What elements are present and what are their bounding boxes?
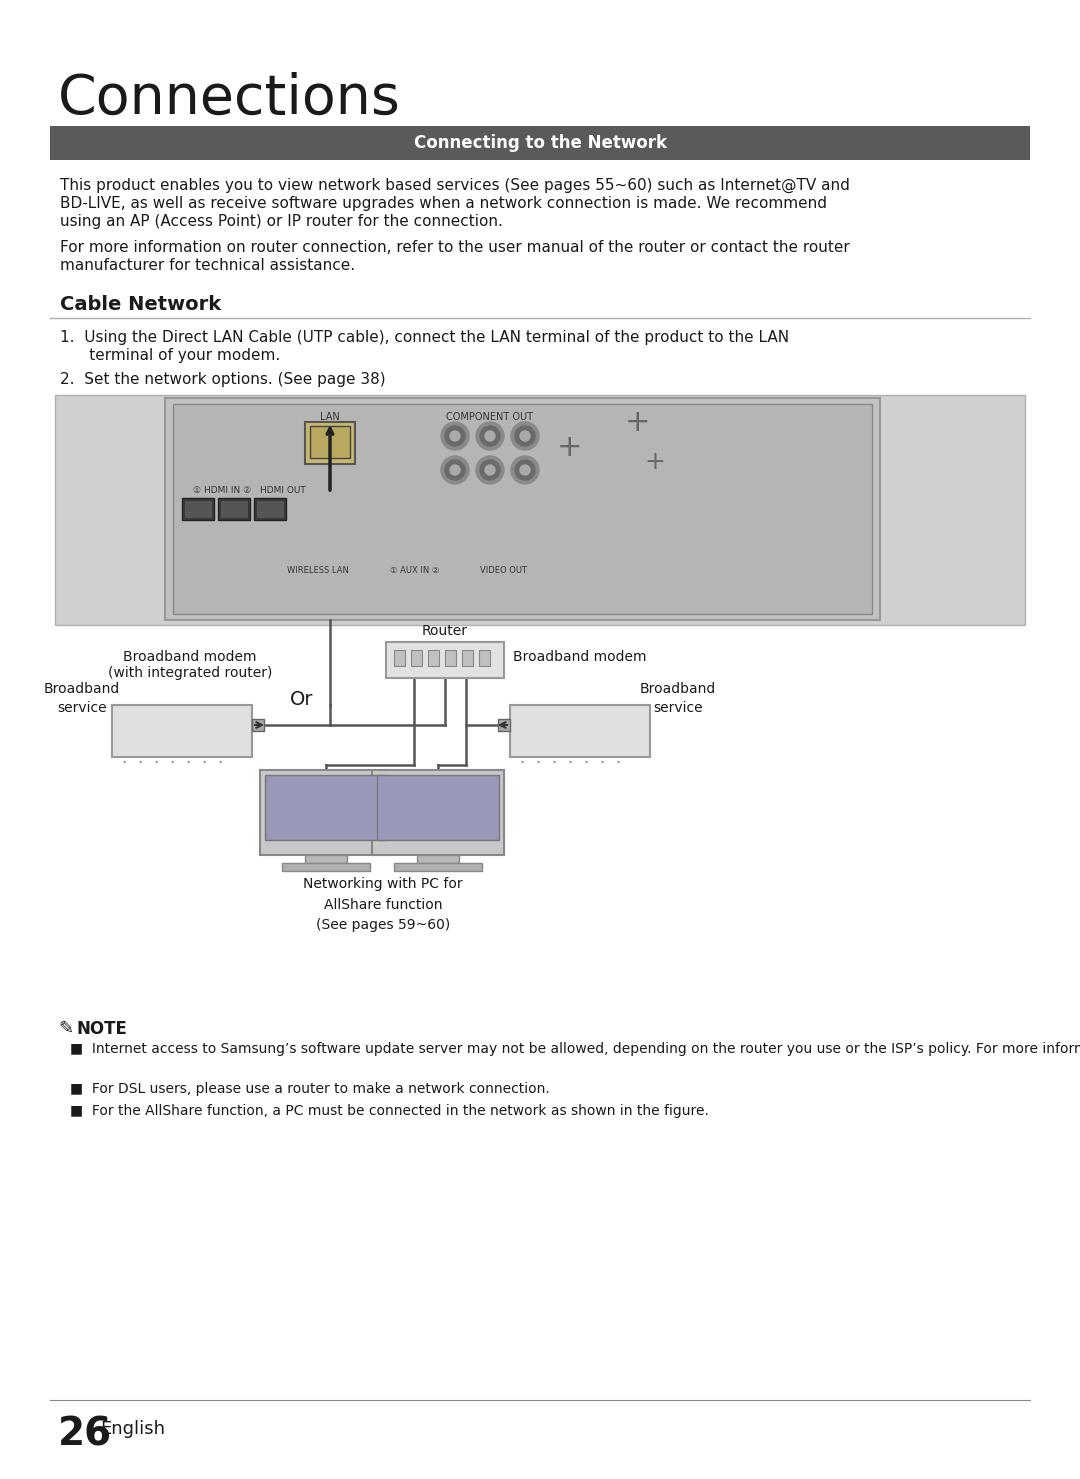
Bar bbox=[305, 855, 347, 864]
Text: .: . bbox=[217, 748, 222, 768]
Bar bbox=[372, 771, 504, 855]
Text: 1.  Using the Direct LAN Cable (UTP cable), connect the LAN terminal of the prod: 1. Using the Direct LAN Cable (UTP cable… bbox=[60, 330, 789, 345]
Bar bbox=[254, 498, 286, 521]
Bar bbox=[55, 395, 1025, 626]
Text: .: . bbox=[583, 748, 589, 768]
Text: .: . bbox=[599, 748, 605, 768]
Text: Broadband
service: Broadband service bbox=[639, 682, 716, 716]
Text: ■  Internet access to Samsung’s software update server may not be allowed, depen: ■ Internet access to Samsung’s software … bbox=[70, 1043, 1080, 1056]
Bar bbox=[220, 500, 248, 518]
Bar bbox=[252, 719, 264, 731]
Circle shape bbox=[519, 430, 530, 441]
Bar bbox=[480, 649, 490, 666]
Text: This product enables you to view network based services (See pages 55~60) such a: This product enables you to view network… bbox=[60, 177, 850, 194]
Text: Or: Or bbox=[291, 691, 314, 708]
Text: Connecting to the Network: Connecting to the Network bbox=[414, 135, 666, 152]
Text: .: . bbox=[567, 748, 572, 768]
Bar bbox=[218, 498, 249, 521]
Text: manufacturer for technical assistance.: manufacturer for technical assistance. bbox=[60, 257, 355, 274]
Bar bbox=[394, 864, 482, 871]
Text: +: + bbox=[625, 408, 651, 436]
Circle shape bbox=[485, 430, 495, 441]
Text: .: . bbox=[536, 748, 541, 768]
Circle shape bbox=[480, 460, 500, 481]
Circle shape bbox=[511, 456, 539, 484]
Text: For more information on router connection, refer to the user manual of the route: For more information on router connectio… bbox=[60, 240, 850, 254]
Text: VIDEO OUT: VIDEO OUT bbox=[480, 566, 527, 575]
Bar bbox=[183, 498, 214, 521]
Circle shape bbox=[476, 422, 504, 450]
Text: .: . bbox=[137, 748, 143, 768]
Circle shape bbox=[511, 422, 539, 450]
Circle shape bbox=[485, 464, 495, 475]
Circle shape bbox=[450, 464, 460, 475]
Bar bbox=[417, 855, 459, 864]
Text: ① HDMI IN ②: ① HDMI IN ② bbox=[193, 487, 252, 495]
Text: Connections: Connections bbox=[58, 72, 401, 126]
Text: .: . bbox=[201, 748, 206, 768]
Bar bbox=[184, 500, 212, 518]
Circle shape bbox=[515, 426, 535, 447]
Text: .: . bbox=[519, 748, 525, 768]
Circle shape bbox=[441, 422, 469, 450]
Text: +: + bbox=[557, 433, 583, 461]
Bar bbox=[377, 775, 499, 840]
Text: ✎: ✎ bbox=[58, 1021, 73, 1038]
Text: .: . bbox=[552, 748, 556, 768]
Text: .: . bbox=[186, 748, 191, 768]
Bar bbox=[165, 398, 880, 620]
Bar bbox=[256, 500, 284, 518]
Text: Networking with PC for
AllShare function
(See pages 59~60): Networking with PC for AllShare function… bbox=[303, 877, 463, 932]
Circle shape bbox=[445, 426, 465, 447]
Circle shape bbox=[441, 456, 469, 484]
Circle shape bbox=[515, 460, 535, 481]
Text: Router: Router bbox=[422, 624, 468, 637]
Text: English: English bbox=[100, 1420, 165, 1438]
Text: Broadband
service: Broadband service bbox=[44, 682, 120, 716]
Text: (with integrated router): (with integrated router) bbox=[108, 666, 272, 680]
Bar bbox=[305, 422, 355, 464]
Bar bbox=[428, 649, 438, 666]
Text: using an AP (Access Point) or IP router for the connection.: using an AP (Access Point) or IP router … bbox=[60, 214, 503, 229]
Bar bbox=[462, 649, 473, 666]
Text: .: . bbox=[170, 748, 175, 768]
Circle shape bbox=[476, 456, 504, 484]
Text: .: . bbox=[153, 748, 159, 768]
Text: Broadband modem: Broadband modem bbox=[513, 649, 647, 664]
Text: .: . bbox=[121, 748, 126, 768]
Bar bbox=[411, 649, 422, 666]
Text: ① AUX IN ②: ① AUX IN ② bbox=[390, 566, 440, 575]
Text: NOTE: NOTE bbox=[76, 1021, 126, 1038]
Text: COMPONENT OUT: COMPONENT OUT bbox=[446, 413, 534, 422]
Text: HDMI OUT: HDMI OUT bbox=[260, 487, 306, 495]
Text: .: . bbox=[616, 748, 621, 768]
Text: WIRELESS LAN: WIRELESS LAN bbox=[287, 566, 349, 575]
Text: +: + bbox=[645, 450, 665, 473]
Circle shape bbox=[445, 460, 465, 481]
Bar bbox=[265, 775, 387, 840]
Bar bbox=[498, 719, 510, 731]
Text: Broadband modem: Broadband modem bbox=[123, 649, 257, 664]
Circle shape bbox=[480, 426, 500, 447]
Bar bbox=[386, 642, 504, 677]
Circle shape bbox=[519, 464, 530, 475]
Text: LAN: LAN bbox=[320, 413, 340, 422]
Bar bbox=[394, 649, 405, 666]
Bar bbox=[282, 864, 370, 871]
Text: 2.  Set the network options. (See page 38): 2. Set the network options. (See page 38… bbox=[60, 373, 386, 387]
Text: ■  For the AllShare function, a PC must be connected in the network as shown in : ■ For the AllShare function, a PC must b… bbox=[70, 1103, 708, 1118]
Text: Cable Network: Cable Network bbox=[60, 294, 221, 314]
Bar bbox=[112, 705, 252, 757]
Circle shape bbox=[450, 430, 460, 441]
Text: ■  For DSL users, please use a router to make a network connection.: ■ For DSL users, please use a router to … bbox=[70, 1083, 550, 1096]
Text: 26: 26 bbox=[58, 1415, 112, 1452]
Text: terminal of your modem.: terminal of your modem. bbox=[60, 348, 280, 362]
Bar bbox=[50, 126, 1030, 160]
Bar bbox=[510, 705, 650, 757]
Text: BD-LIVE, as well as receive software upgrades when a network connection is made.: BD-LIVE, as well as receive software upg… bbox=[60, 197, 827, 211]
Bar bbox=[310, 426, 350, 458]
Bar bbox=[260, 771, 392, 855]
Bar bbox=[173, 404, 872, 614]
Bar bbox=[445, 649, 456, 666]
